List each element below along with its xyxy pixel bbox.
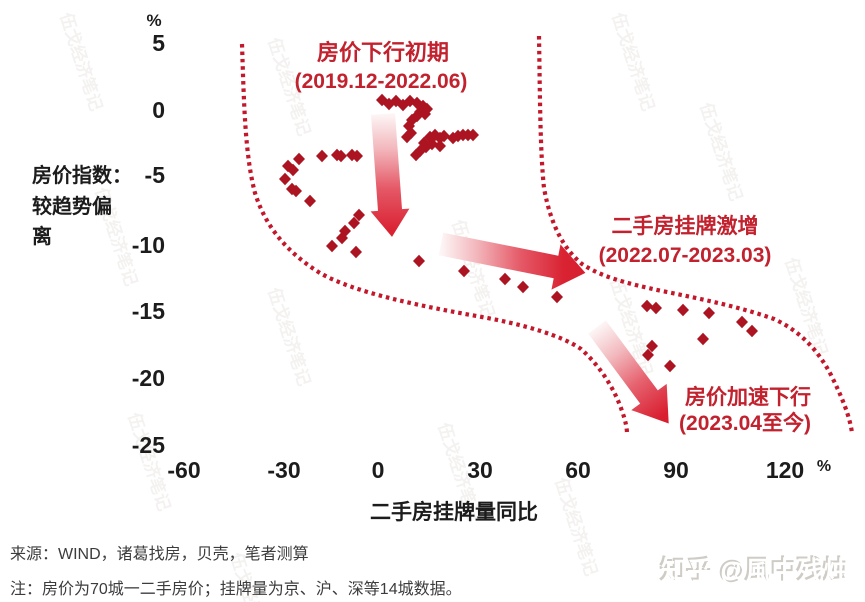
svg-text:二手房挂牌激增: 二手房挂牌激增 [612, 214, 759, 238]
svg-text:30: 30 [467, 457, 493, 483]
svg-text:0: 0 [152, 97, 165, 123]
svg-text:房价指数：: 房价指数： [32, 163, 132, 187]
svg-text:-5: -5 [145, 162, 166, 188]
svg-text:离: 离 [32, 224, 52, 248]
svg-text:注：房价为70城一二手房价；挂牌量为京、沪、深等14城数据。: 注：房价为70城一二手房价；挂牌量为京、沪、深等14城数据。 [10, 580, 462, 598]
svg-text:-30: -30 [267, 457, 300, 483]
svg-text:-10: -10 [132, 232, 165, 258]
svg-text:(2022.07-2023.03): (2022.07-2023.03) [599, 244, 772, 267]
svg-text:知乎 @風中残烛: 知乎 @風中残烛 [661, 556, 850, 586]
svg-text:来源：WIND，诸葛找房，贝壳，笔者测算: 来源：WIND，诸葛找房，贝壳，笔者测算 [10, 544, 309, 563]
svg-text:-15: -15 [132, 298, 165, 324]
svg-text:%: % [146, 11, 161, 30]
svg-text:房价加速下行: 房价加速下行 [685, 385, 811, 409]
svg-text:60: 60 [565, 457, 591, 483]
svg-text:知乎 @風中残烛: 知乎 @風中残烛 [659, 554, 848, 584]
svg-text:%: % [817, 458, 831, 475]
svg-text:(2019.12-2022.06): (2019.12-2022.06) [295, 70, 468, 93]
svg-text:较趋势偏: 较趋势偏 [32, 194, 112, 218]
svg-text:-60: -60 [167, 457, 200, 483]
svg-text:120: 120 [766, 457, 804, 483]
svg-text:90: 90 [663, 457, 689, 483]
svg-text:-25: -25 [132, 432, 165, 458]
svg-text:-20: -20 [132, 365, 165, 391]
svg-text:(2023.04至今): (2023.04至今) [679, 411, 811, 435]
svg-text:0: 0 [372, 457, 385, 483]
svg-text:二手房挂牌量同比: 二手房挂牌量同比 [370, 500, 538, 524]
svg-text:5: 5 [152, 30, 165, 56]
svg-text:房价下行初期: 房价下行初期 [317, 40, 449, 65]
